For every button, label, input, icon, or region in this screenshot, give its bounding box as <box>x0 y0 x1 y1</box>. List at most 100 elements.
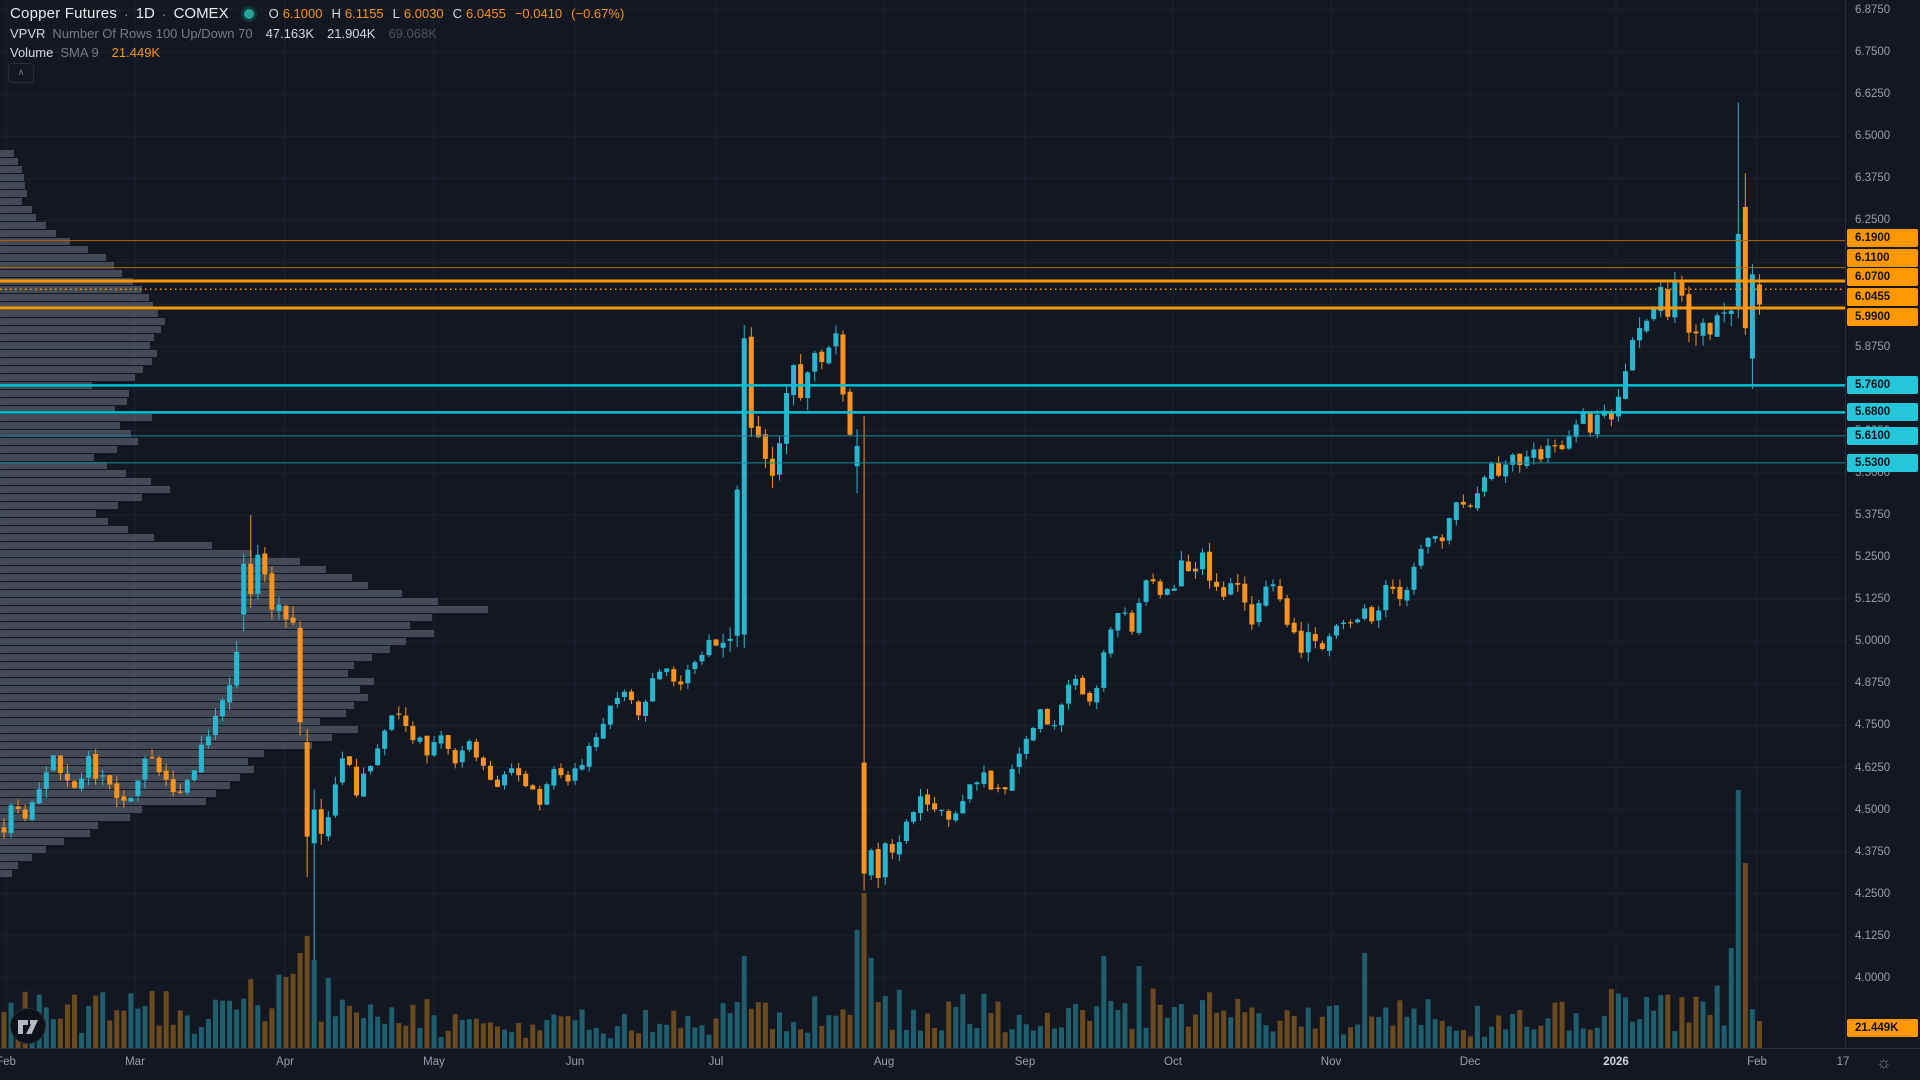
candle-body <box>1404 589 1410 601</box>
candle-body <box>1249 604 1255 625</box>
candle-body <box>36 789 42 804</box>
volume-bar <box>600 1033 606 1048</box>
tradingview-logo[interactable] <box>10 1008 46 1044</box>
volume-bar <box>769 1029 775 1048</box>
candle-body <box>762 434 768 459</box>
time-axis[interactable]: ☼ Feb Mar Apr May Jun Jul Aug Sep Oct Nov Dec 2026 F… <box>0 1048 1920 1080</box>
candle-body <box>1073 678 1079 686</box>
candle-body <box>607 705 613 725</box>
volume-bar <box>1756 1021 1762 1048</box>
symbol-title[interactable]: Copper Futures <box>10 5 118 22</box>
candle-body <box>1291 622 1297 633</box>
volume-bar <box>664 1024 670 1048</box>
candle-body <box>551 768 557 786</box>
volume-bar <box>1425 999 1431 1048</box>
price-badge-6.1100: 6.1100 <box>1847 249 1918 267</box>
volume-bar <box>1658 995 1664 1048</box>
volume-bar <box>1446 1026 1452 1048</box>
candle-body <box>262 553 268 575</box>
candle-body <box>1503 464 1509 477</box>
volume-bar <box>325 977 331 1048</box>
vpvr-row <box>0 582 368 589</box>
candle-body <box>1235 583 1241 585</box>
vpvr-row <box>0 654 372 661</box>
volume-bar <box>1362 953 1368 1048</box>
volume-bar <box>1122 1003 1128 1048</box>
time-label-Nov: Nov <box>1320 1056 1342 1068</box>
candle-body <box>1200 552 1205 570</box>
volume-bar <box>1192 1014 1198 1048</box>
market-status-icon[interactable] <box>243 8 254 19</box>
volume-name[interactable]: Volume <box>10 45 54 60</box>
volume-bar <box>847 1014 853 1048</box>
legend-collapse-button[interactable]: ∧ <box>8 63 34 83</box>
volume-bar <box>1157 1004 1163 1048</box>
candle-body <box>918 796 923 814</box>
interval-label[interactable]: 1D <box>135 5 155 22</box>
price-tick-label: 5.0000 <box>1855 635 1891 648</box>
vpvr-value-1: 47.163K <box>265 26 314 41</box>
volume-bar <box>1066 1008 1072 1048</box>
candle-body <box>248 563 254 595</box>
vpvr-row <box>0 398 127 405</box>
volume-bar <box>1594 1027 1600 1048</box>
volume-bar <box>276 974 282 1048</box>
volume-bar <box>389 1007 395 1048</box>
volume-bar <box>1672 1031 1678 1048</box>
volume-bar <box>191 1033 197 1048</box>
volume-bar <box>1073 1003 1079 1048</box>
candle-body <box>8 805 14 833</box>
candle-body <box>565 774 571 782</box>
volume-bar <box>1482 1036 1487 1048</box>
price-level-lines-layer <box>0 240 1845 464</box>
candle-body <box>1051 725 1057 727</box>
volume-bar <box>431 1015 437 1048</box>
candle-body <box>1143 580 1149 602</box>
axis-settings-gear-icon[interactable]: ☼ <box>1876 1053 1892 1072</box>
volume-bar <box>1051 1028 1057 1048</box>
candle-body <box>114 783 120 799</box>
volume-bar <box>1305 1007 1311 1048</box>
volume-bar <box>220 1000 226 1048</box>
volume-bar <box>777 1012 782 1048</box>
candle-body <box>1150 579 1156 582</box>
volume-bar <box>1467 1036 1473 1048</box>
candle-body <box>664 668 670 673</box>
vpvr-row <box>0 510 96 517</box>
volume-bar <box>1326 1006 1332 1048</box>
exchange-label[interactable]: COMEX <box>173 5 229 22</box>
candle-body <box>981 772 987 784</box>
volume-bar <box>1319 1016 1325 1048</box>
price-tick-label: 5.8750 <box>1855 340 1891 353</box>
candle-body <box>1164 588 1170 595</box>
volume-bar <box>213 999 218 1048</box>
volume-bar <box>1735 790 1741 1048</box>
candle-body <box>480 757 486 766</box>
vpvr-name[interactable]: VPVR <box>10 26 46 41</box>
price-badge-6.0455: 6.0455 <box>1847 288 1918 306</box>
candle-body <box>889 843 895 853</box>
candle-body <box>861 762 867 874</box>
vpvr-row <box>0 206 32 213</box>
candle-body <box>1319 643 1325 649</box>
volume-bar <box>819 1025 825 1048</box>
candle-body <box>586 745 592 767</box>
price-axis[interactable]: 6.8750 6.7500 6.6250 6.5000 6.3750 6.2500 5.87… <box>1845 0 1920 1048</box>
candle-body <box>1044 708 1050 725</box>
price-tick-label: 4.1250 <box>1855 929 1891 942</box>
candle-body <box>685 669 691 684</box>
candle-body <box>1383 585 1389 611</box>
candle-body <box>636 701 641 716</box>
candle-body <box>1467 505 1473 507</box>
volume-bar <box>1411 1008 1417 1048</box>
candle-body <box>600 723 606 739</box>
candle-body <box>86 756 92 778</box>
volume-bar <box>93 995 99 1048</box>
volume-bar <box>452 1014 458 1048</box>
candle-body <box>1277 586 1283 600</box>
separator: · <box>124 5 129 22</box>
candle-body <box>424 735 430 756</box>
volume-bar <box>1601 1016 1607 1048</box>
candle-body <box>241 563 247 615</box>
